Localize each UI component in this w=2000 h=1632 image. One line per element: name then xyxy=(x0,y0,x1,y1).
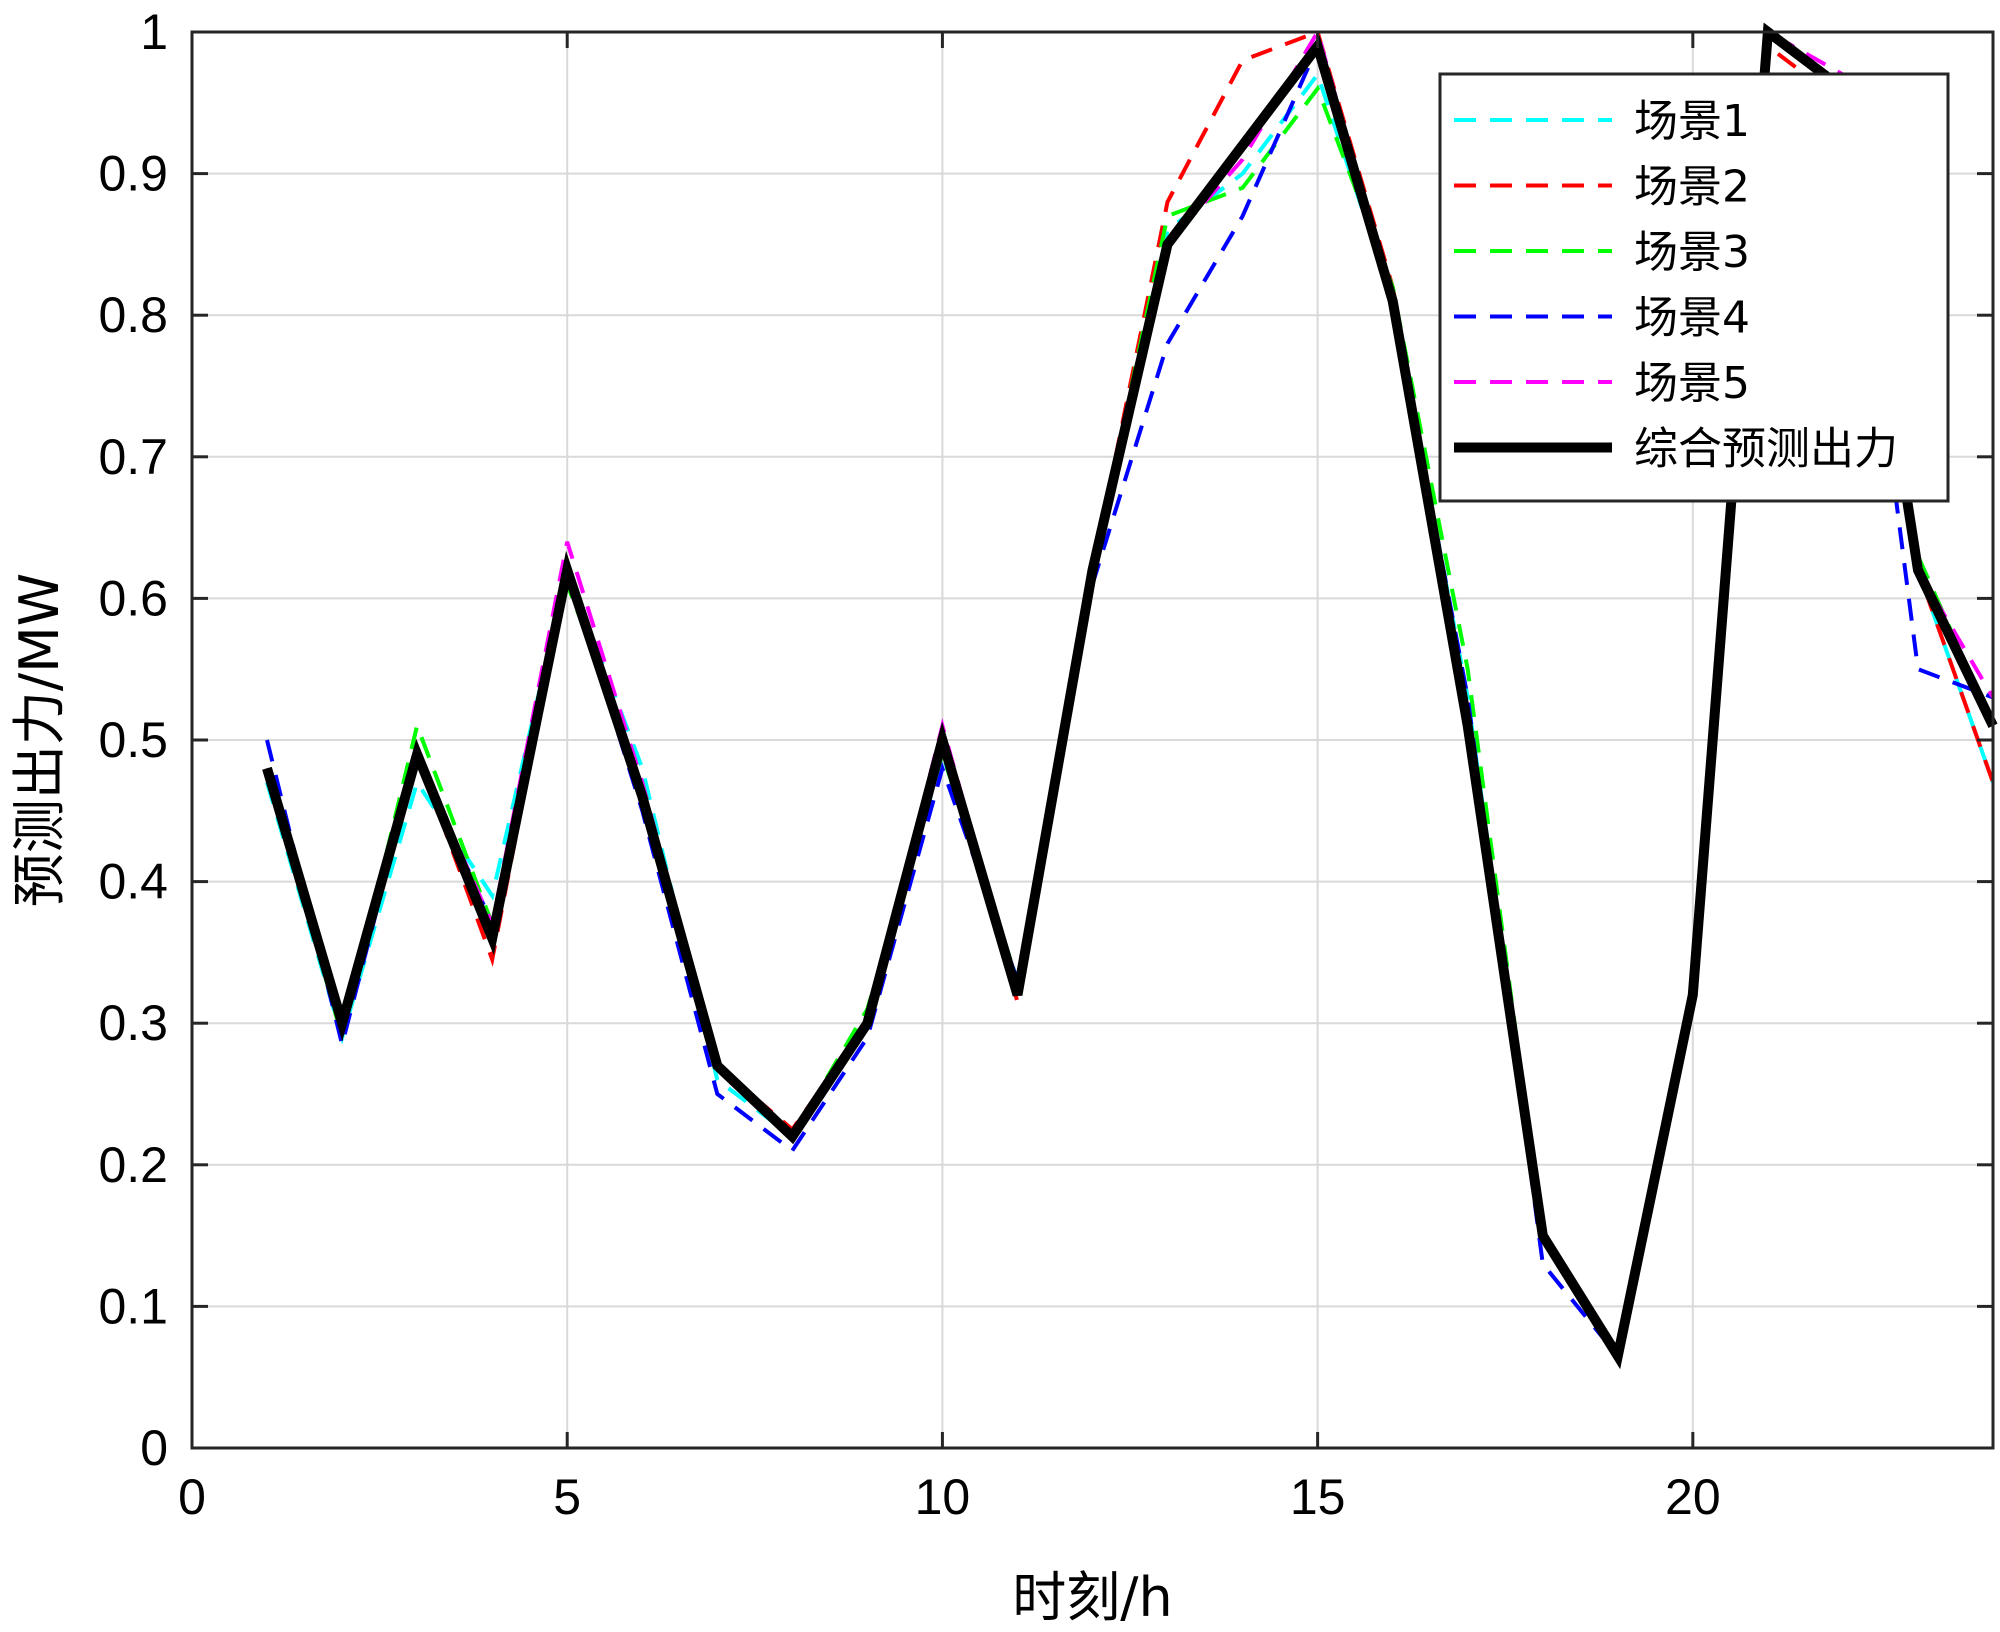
legend-item: 场景2 xyxy=(1454,162,1750,213)
y-tick-label: 1 xyxy=(140,4,168,60)
series-layer xyxy=(262,22,1998,1370)
legend-label: 场景1 xyxy=(1634,96,1750,147)
legend-item: 场景1 xyxy=(1454,96,1750,147)
x-tick-label: 0 xyxy=(178,1469,206,1525)
legend: 场景1 场景2 场景3 场景4 场景5 综合预测出力 xyxy=(1438,72,1950,503)
y-tick-label: 0 xyxy=(140,1420,168,1476)
legend-item: 场景3 xyxy=(1454,227,1750,278)
x-tick-label: 20 xyxy=(1665,1469,1721,1525)
legend-label: 综合预测出力 xyxy=(1634,424,1898,475)
y-tick-label: 0.1 xyxy=(98,1278,168,1334)
legend-box xyxy=(1438,72,1950,503)
y-tick-label: 0.7 xyxy=(98,429,168,485)
series-6 xyxy=(262,22,1998,1370)
y-tick-label: 0.5 xyxy=(98,712,168,768)
x-tick-label: 10 xyxy=(915,1469,971,1525)
x-tick-label: 5 xyxy=(553,1469,581,1525)
legend-label: 场景2 xyxy=(1634,162,1750,213)
legend-label: 场景4 xyxy=(1634,293,1750,344)
legend-item: 场景5 xyxy=(1454,358,1750,409)
x-axis-label: 时刻/h xyxy=(1012,1566,1172,1629)
y-tick-label: 0.4 xyxy=(98,854,168,910)
legend-label: 场景5 xyxy=(1634,358,1750,409)
y-tick-label: 0.3 xyxy=(98,995,168,1051)
series-line xyxy=(262,22,1998,1370)
y-tick-label: 0.2 xyxy=(98,1137,168,1193)
legend-item: 综合预测出力 xyxy=(1454,424,1898,475)
x-tick-label: 15 xyxy=(1290,1469,1346,1525)
axis-ticks: 0 5 10 15 20 0 0.1 0.2 0.3 0.4 0.5 0.6 0.7 0.8 0.9 1 xyxy=(98,4,1993,1525)
y-axis-label: 预测出力/MW xyxy=(8,573,71,907)
y-tick-label: 0.6 xyxy=(98,570,168,626)
legend-label: 场景3 xyxy=(1634,227,1750,278)
legend-item: 场景4 xyxy=(1454,293,1750,344)
y-tick-label: 0.8 xyxy=(98,287,168,343)
y-tick-label: 0.9 xyxy=(98,146,168,202)
